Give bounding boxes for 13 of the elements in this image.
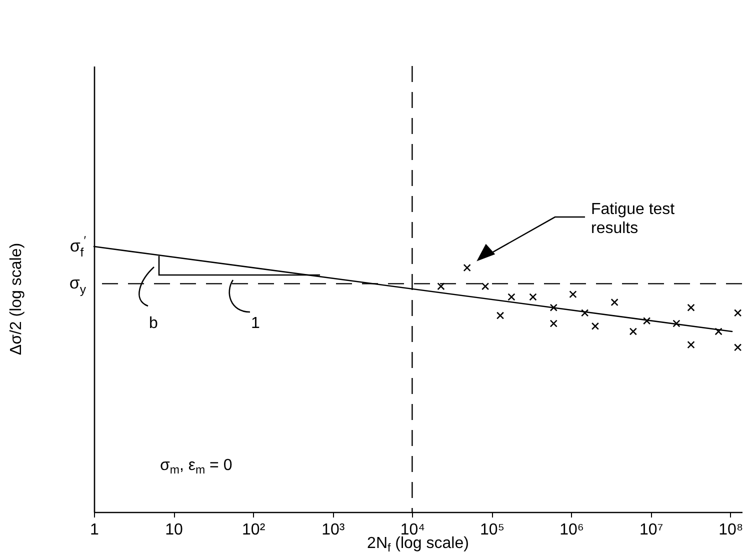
y-axis-title: Δσ/2 (log scale) bbox=[8, 242, 25, 356]
x-tick-label: 10⁷ bbox=[640, 522, 664, 538]
x-tick-label: 10⁵ bbox=[480, 522, 504, 538]
x-tick-label: 10⁴ bbox=[400, 522, 426, 538]
annotation: 1 bbox=[251, 315, 260, 332]
x-tick-label: 10⁶ bbox=[560, 522, 584, 538]
x-tick-label: 1 bbox=[90, 522, 100, 538]
x-tick-label: 10 bbox=[165, 522, 184, 538]
x-tick-label: 10³ bbox=[322, 522, 346, 538]
annotation: b bbox=[149, 315, 158, 332]
x-tick-label: 10² bbox=[242, 522, 266, 538]
x-tick-label: 10⁸ bbox=[718, 522, 744, 538]
text: Fatigue test results bbox=[591, 201, 676, 237]
